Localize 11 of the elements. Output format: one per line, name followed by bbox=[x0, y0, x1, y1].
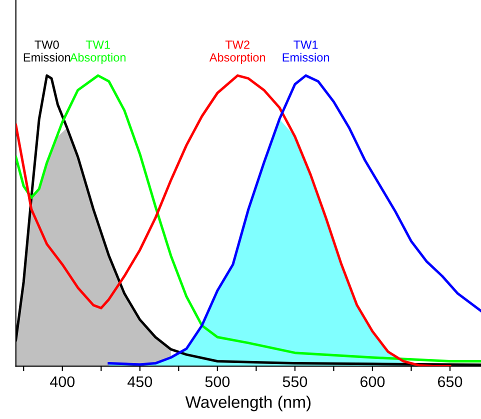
series-label: TW1 Absorption bbox=[70, 40, 126, 64]
x-tick-label: 450 bbox=[128, 376, 152, 388]
text: TW0 Emission bbox=[24, 40, 70, 62]
x-tick-label: 500 bbox=[205, 376, 230, 388]
series-label: TW2 Absorption bbox=[209, 40, 266, 64]
x-tick-label: 600 bbox=[360, 376, 385, 388]
x-tick-label: 550 bbox=[282, 376, 308, 388]
x-tick-label: 400 bbox=[50, 376, 75, 388]
series-label: TW1 Emission bbox=[282, 40, 329, 62]
x-tick-label: 650 bbox=[438, 376, 462, 388]
x-axis-title: Wavelength (nm) bbox=[185, 396, 311, 412]
